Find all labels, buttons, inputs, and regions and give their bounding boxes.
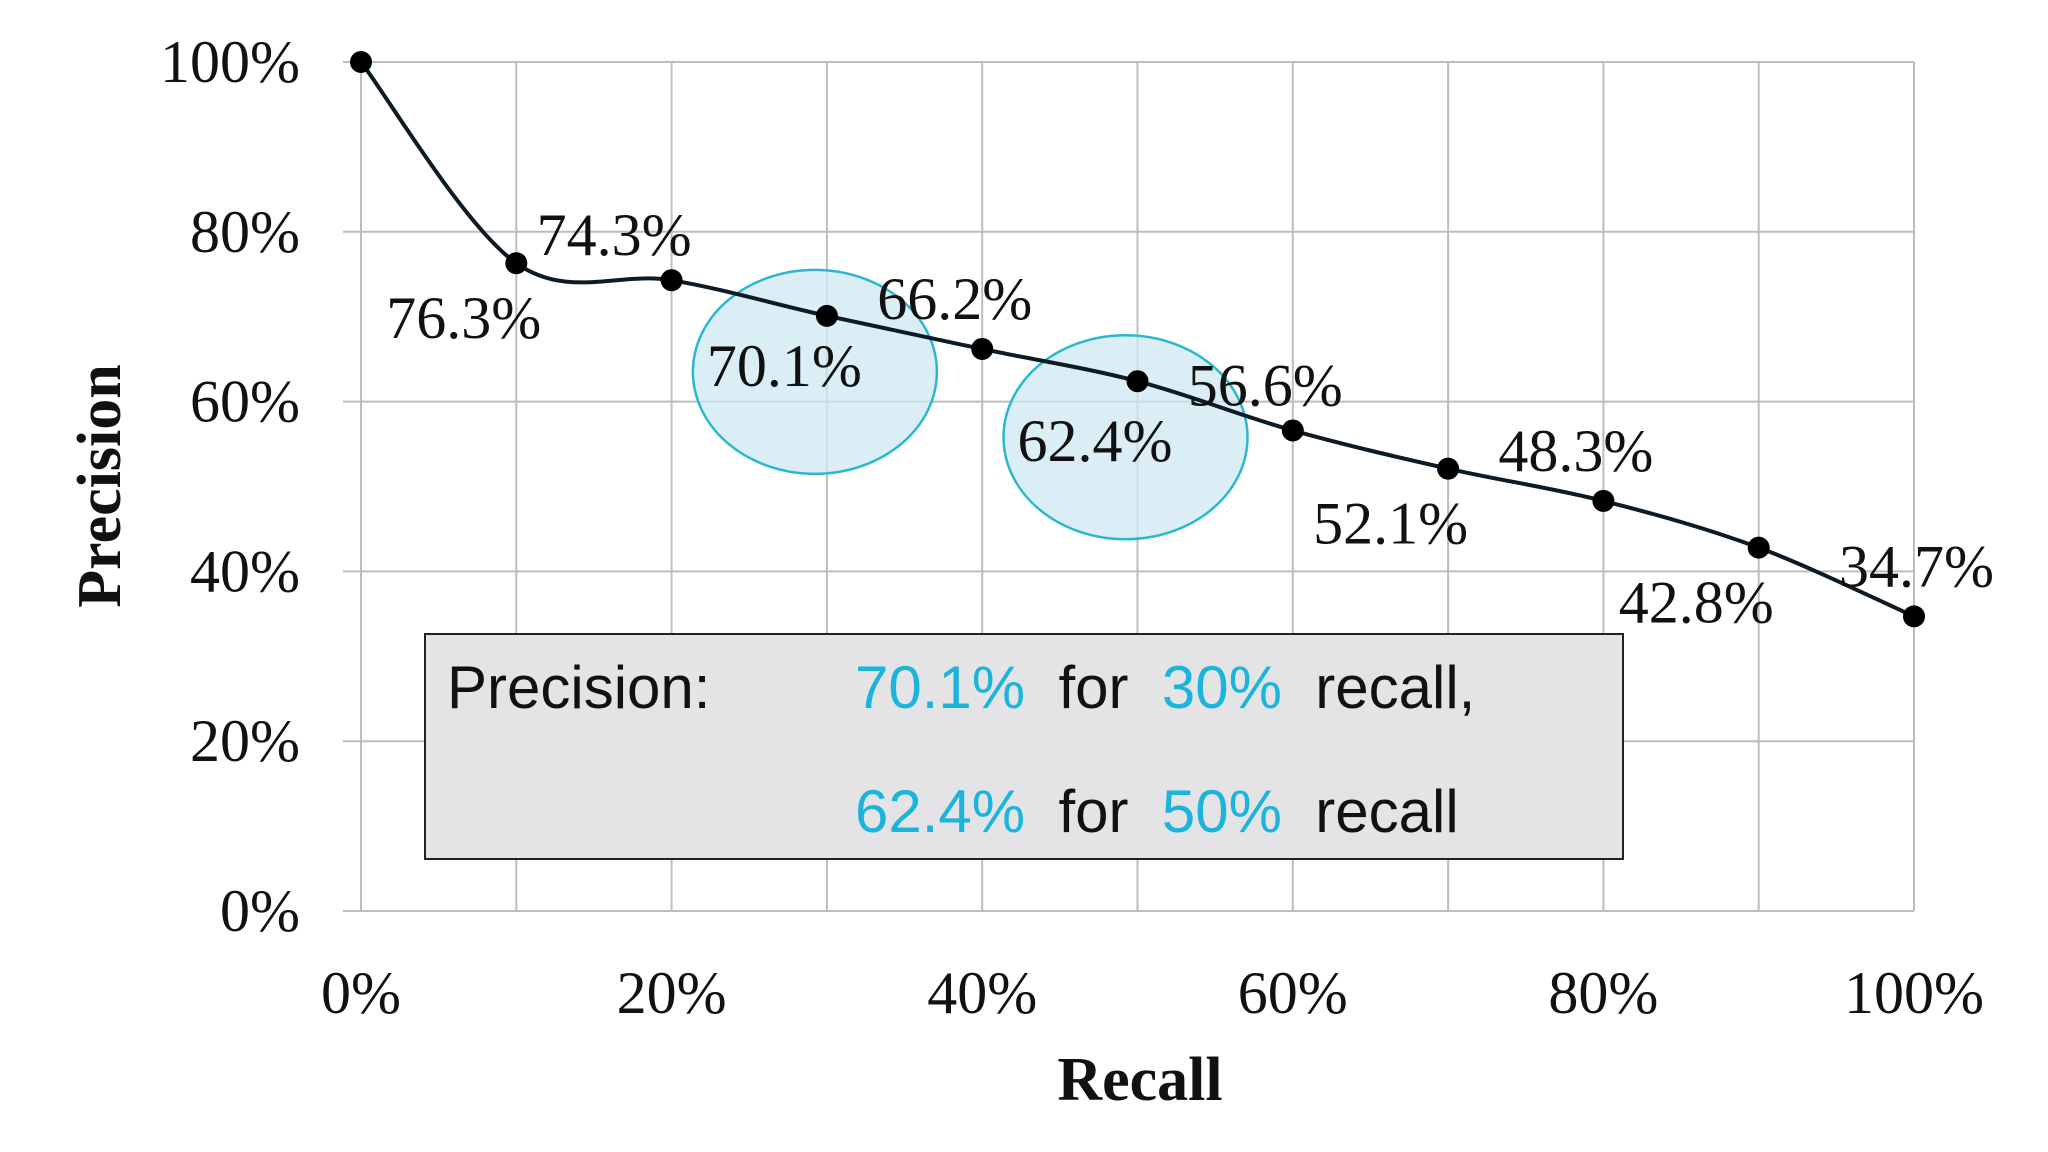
x-tick-label: 100%: [1844, 960, 1984, 1026]
data-point: [505, 252, 528, 275]
data-labels: 76.3% 74.3%70.1%66.2% 62.4%56.6% 52.1% 48.3%…: [386, 202, 1994, 635]
y-tick-label: 60%: [190, 369, 300, 435]
data-label: 42.8%: [1619, 570, 1774, 636]
x-tick-label: 60%: [1238, 960, 1348, 1026]
y-tick-label: 80%: [190, 199, 300, 265]
data-label: 34.7%: [1839, 533, 1994, 599]
annotation-for-1: for: [1042, 654, 1145, 721]
highlight-ellipse: [1002, 333, 1249, 541]
series-line: [359, 60, 1915, 619]
annotation-line-2: 62.4% for 50% recall: [855, 778, 1459, 845]
x-tick-label: 20%: [617, 960, 727, 1026]
x-tick-label: 40%: [927, 960, 1037, 1026]
data-point: [1281, 419, 1304, 442]
y-axis-title: Precision: [66, 364, 134, 607]
annotation-value-recall-2: 50%: [1162, 778, 1282, 845]
data-point: [971, 337, 994, 360]
highlight-ellipse: [691, 268, 939, 476]
y-tick-label: 0%: [220, 878, 300, 944]
y-tick-label: 40%: [190, 538, 300, 604]
annotation-value-precision-1: 70.1%: [855, 654, 1025, 721]
data-point: [1437, 457, 1460, 480]
annotation-suffix-2: recall: [1299, 778, 1459, 845]
x-tick-labels: 0% 20% 40% 60% 80% 100%: [321, 960, 1984, 1026]
data-points: [350, 51, 1925, 628]
annotation-suffix-1: recall,: [1299, 654, 1476, 721]
data-point: [660, 269, 683, 292]
data-point: [815, 304, 838, 327]
data-point: [1592, 489, 1615, 512]
annotation-for-2: for: [1042, 778, 1145, 845]
data-label: 74.3%: [537, 202, 692, 268]
data-point: [350, 51, 372, 73]
data-point: [1747, 536, 1770, 559]
data-label: 70.1%: [707, 333, 862, 399]
data-point: [1903, 605, 1925, 628]
data-label: 52.1%: [1313, 491, 1468, 557]
data-label: 66.2%: [877, 266, 1032, 332]
annotation-box: Precision: 70.1% for 30% recall, 62.4% f…: [424, 633, 1624, 860]
highlight-ellipses: [691, 268, 1249, 541]
data-label: 62.4%: [1018, 408, 1173, 474]
annotation-box-background: [424, 633, 1624, 860]
x-axis-title: Recall: [1057, 1046, 1222, 1114]
annotation-line-1: Precision: 70.1% for 30% recall,: [447, 654, 1475, 721]
data-label: 48.3%: [1498, 418, 1653, 484]
y-tick-labels: 0% 20% 40% 60% 80% 100%: [160, 29, 300, 944]
annotation-prefix: Precision:: [447, 654, 710, 721]
annotation-value-recall-1: 30%: [1162, 654, 1282, 721]
y-tick-label: 20%: [190, 708, 300, 774]
y-tick-label: 100%: [160, 29, 300, 95]
data-point: [1126, 370, 1149, 393]
data-label: 56.6%: [1188, 352, 1343, 418]
annotation-value-precision-2: 62.4%: [855, 778, 1025, 845]
x-tick-label: 80%: [1548, 960, 1658, 1026]
x-tick-label: 0%: [321, 960, 401, 1026]
data-label: 76.3%: [386, 285, 541, 351]
